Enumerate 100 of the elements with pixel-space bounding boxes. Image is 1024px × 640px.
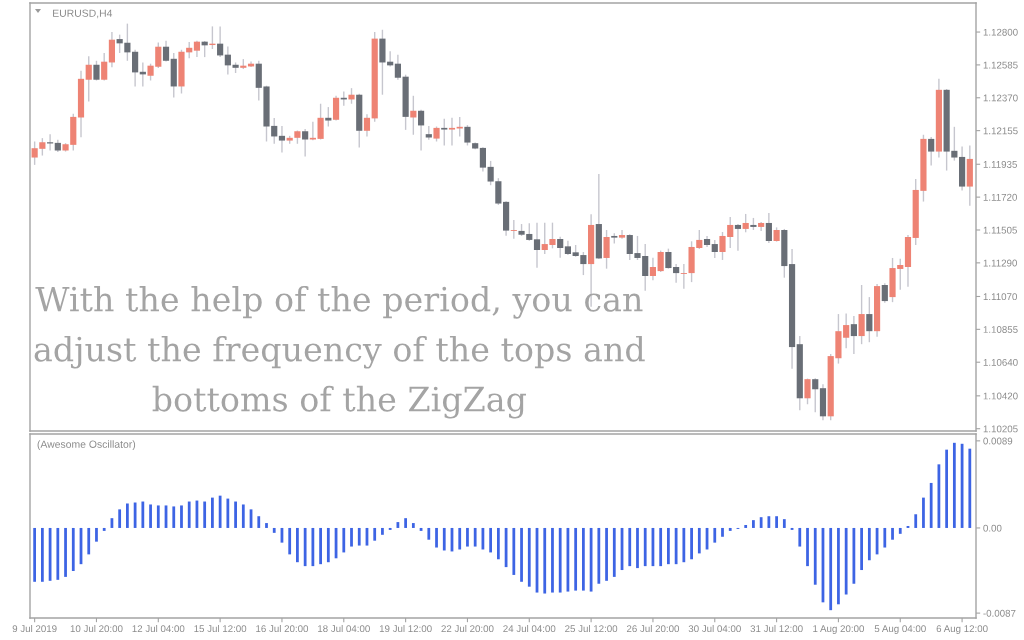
bar	[396, 522, 400, 528]
bar	[968, 448, 972, 528]
bar	[721, 527, 724, 537]
x-tick-label: 22 Jul 20:00	[441, 624, 494, 633]
bar	[713, 527, 717, 543]
y-tick-label: 0.0089	[983, 437, 1013, 445]
bar	[605, 527, 608, 581]
bar	[40, 527, 44, 582]
bar	[898, 527, 902, 534]
candlestick	[317, 103, 324, 141]
bar	[860, 527, 864, 571]
y-tick-label: 1.10420	[983, 392, 1018, 400]
candlestick	[132, 49, 139, 88]
text: EURUSD,H4	[53, 9, 113, 19]
bar	[187, 501, 191, 528]
y-tick-label: 1.11070	[983, 293, 1017, 301]
x-tick-label: 26 Jul 20:00	[626, 624, 680, 633]
bar	[489, 527, 493, 553]
candlestick	[649, 256, 657, 281]
bar	[512, 527, 516, 575]
bar	[628, 527, 632, 567]
bar	[697, 527, 701, 554]
bar	[813, 527, 817, 585]
candlestick	[278, 125, 286, 154]
candlestick	[332, 95, 340, 122]
bar	[326, 527, 330, 563]
bar	[829, 527, 833, 611]
y-tick-label: 1.12585	[983, 61, 1018, 69]
x-tick-label: 16 Jul 20:00	[256, 624, 309, 633]
bar	[520, 527, 523, 582]
bar	[597, 527, 601, 584]
candlestick	[224, 45, 231, 76]
x-tick-label: 9 Jul 2019	[12, 624, 57, 633]
bar	[265, 523, 268, 528]
y-tick-label: 1.12800	[983, 28, 1018, 36]
y-tick-label: 1.12155	[983, 127, 1018, 135]
bar	[87, 527, 91, 555]
candlestick	[680, 263, 687, 290]
candlestick	[657, 249, 664, 273]
candlestick	[108, 31, 116, 69]
candlestick	[101, 52, 108, 82]
y-tick-label: 1.11505	[983, 226, 1017, 234]
bar	[381, 527, 384, 535]
candlestick	[363, 113, 371, 138]
bar	[496, 527, 500, 560]
y-tick-label: 1.11290	[983, 259, 1017, 267]
bar	[288, 527, 292, 555]
bar	[883, 527, 887, 548]
bar	[149, 504, 152, 528]
x-tick-label: 15 Jul 12:00	[194, 624, 247, 633]
bar	[118, 509, 122, 528]
bar	[690, 527, 693, 560]
x-tick-label: 12 Jul 04:00	[132, 624, 185, 633]
y-tick-label: 0.00	[983, 524, 1002, 532]
bar	[929, 482, 933, 528]
bar	[837, 527, 840, 605]
bar	[241, 504, 245, 528]
candlestick	[124, 22, 131, 62]
bar	[574, 527, 578, 591]
bar	[782, 519, 786, 528]
bar	[211, 497, 214, 528]
text: (Awesome Oscillator)	[37, 440, 136, 450]
bar	[466, 527, 469, 547]
bar	[411, 523, 415, 528]
candlestick	[557, 236, 564, 259]
bar	[759, 517, 763, 528]
candlestick	[417, 109, 425, 152]
bar	[203, 501, 207, 528]
candlestick	[603, 229, 610, 270]
bar	[867, 527, 871, 561]
candlestick	[665, 247, 672, 270]
bar	[551, 527, 554, 593]
candlestick	[866, 296, 873, 343]
x-tick-label: 10 Jul 20:00	[70, 624, 123, 633]
bar	[350, 527, 353, 547]
candlestick	[804, 377, 811, 405]
bar	[404, 518, 408, 528]
bar	[682, 527, 686, 563]
bar	[558, 527, 562, 593]
bar	[272, 527, 276, 533]
bar	[527, 527, 531, 587]
candlestick	[510, 219, 517, 240]
candlestick	[765, 212, 772, 244]
candlestick	[858, 284, 865, 345]
bar	[102, 527, 106, 531]
candlestick	[448, 117, 456, 147]
bar	[728, 527, 732, 531]
x-tick-label: 25 Jul 12:00	[565, 624, 618, 633]
bar	[180, 505, 183, 528]
bar	[218, 495, 222, 528]
bar	[156, 505, 160, 528]
x-tick-label: 6 Aug 12:00	[936, 625, 988, 635]
annotation: With the help of the period, you can adjust the frequency of the tops and bottoms of the ZigZag	[34, 285, 645, 419]
candlestick	[812, 377, 819, 413]
y-tick-label: 1.11935	[983, 161, 1017, 168]
bar	[667, 527, 670, 565]
candlestick	[742, 213, 749, 233]
bar	[133, 502, 137, 528]
candlestick	[479, 146, 486, 173]
candlestick	[441, 118, 448, 147]
